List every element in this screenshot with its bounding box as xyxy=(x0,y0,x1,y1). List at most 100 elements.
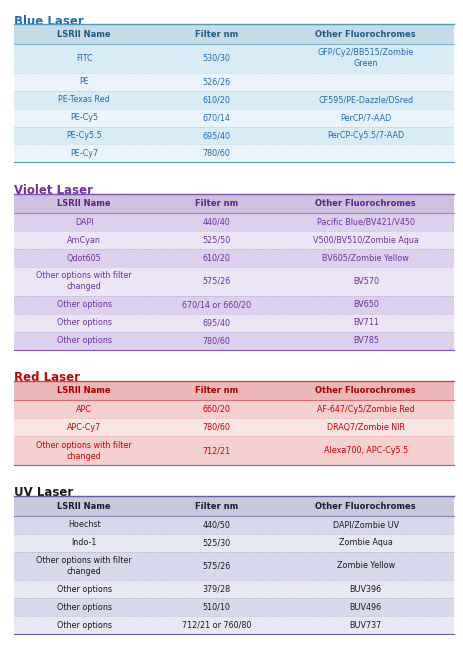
Text: Alexa700, APC-Cy5.5: Alexa700, APC-Cy5.5 xyxy=(324,446,408,455)
Bar xyxy=(14,331,155,350)
Text: 379/28: 379/28 xyxy=(202,584,230,594)
Text: 440/50: 440/50 xyxy=(202,520,230,529)
Bar xyxy=(155,296,278,313)
Bar xyxy=(278,72,454,91)
Text: DAPI: DAPI xyxy=(75,217,94,227)
Text: 670/14: 670/14 xyxy=(202,113,230,122)
Bar xyxy=(14,267,155,296)
Bar xyxy=(278,313,454,331)
Text: 695/40: 695/40 xyxy=(202,318,230,327)
Bar xyxy=(278,599,454,616)
Bar xyxy=(155,213,278,231)
Bar xyxy=(14,91,155,109)
Text: BUV737: BUV737 xyxy=(350,621,382,629)
Bar xyxy=(155,381,278,401)
Text: CF595/PE-Dazzle/DSred: CF595/PE-Dazzle/DSred xyxy=(318,95,413,104)
Bar xyxy=(14,401,155,418)
Text: V500/BV510/Zombie Aqua: V500/BV510/Zombie Aqua xyxy=(313,236,419,245)
Text: 525/50: 525/50 xyxy=(202,236,231,245)
Text: 780/60: 780/60 xyxy=(202,149,230,158)
Bar xyxy=(278,44,454,72)
Bar xyxy=(14,497,155,516)
Text: 575/26: 575/26 xyxy=(202,562,231,570)
Text: Other options: Other options xyxy=(57,336,112,345)
Bar xyxy=(155,267,278,296)
Bar xyxy=(278,109,454,127)
Text: BUV496: BUV496 xyxy=(350,603,382,612)
Text: BV605/Zombie Yellow: BV605/Zombie Yellow xyxy=(322,254,409,262)
Bar xyxy=(14,418,155,436)
Bar xyxy=(278,381,454,401)
Text: Filter nm: Filter nm xyxy=(194,199,238,208)
Bar xyxy=(278,616,454,634)
Bar xyxy=(14,580,155,599)
Text: Hoechst: Hoechst xyxy=(68,520,100,529)
Bar xyxy=(155,44,278,72)
Text: 525/30: 525/30 xyxy=(202,538,230,547)
Text: Filter nm: Filter nm xyxy=(194,502,238,511)
Bar xyxy=(155,194,278,213)
Bar xyxy=(155,109,278,127)
Bar xyxy=(155,331,278,350)
Bar xyxy=(278,296,454,313)
Bar xyxy=(278,127,454,144)
Text: AF-647/Cy5/Zombie Red: AF-647/Cy5/Zombie Red xyxy=(317,405,414,414)
Text: LSRII Name: LSRII Name xyxy=(57,30,111,39)
Text: UV Laser: UV Laser xyxy=(14,486,73,499)
Text: Other Fluorochromes: Other Fluorochromes xyxy=(315,199,416,208)
Text: Other options: Other options xyxy=(57,318,112,327)
Bar xyxy=(14,231,155,249)
Text: 610/20: 610/20 xyxy=(202,254,230,262)
Text: LSRII Name: LSRII Name xyxy=(57,386,111,395)
Text: BV570: BV570 xyxy=(353,277,379,286)
Text: PerCP/7-AAD: PerCP/7-AAD xyxy=(340,113,391,122)
Bar xyxy=(14,381,155,401)
Bar xyxy=(155,533,278,552)
Text: 440/40: 440/40 xyxy=(202,217,230,227)
Text: PE-Texas Red: PE-Texas Red xyxy=(58,95,110,104)
Text: Other options: Other options xyxy=(57,300,112,309)
Bar xyxy=(278,267,454,296)
Bar xyxy=(155,72,278,91)
Bar xyxy=(155,313,278,331)
Bar xyxy=(155,249,278,267)
Bar xyxy=(14,296,155,313)
Bar xyxy=(14,109,155,127)
Text: APC: APC xyxy=(76,405,92,414)
Text: BV650: BV650 xyxy=(353,300,379,309)
Bar xyxy=(155,127,278,144)
Bar xyxy=(278,249,454,267)
Text: Filter nm: Filter nm xyxy=(194,386,238,395)
Bar xyxy=(14,144,155,162)
Bar xyxy=(14,194,155,213)
Bar xyxy=(278,516,454,533)
Bar xyxy=(14,436,155,465)
Text: PE-Cy5.5: PE-Cy5.5 xyxy=(66,131,102,140)
Text: Filter nm: Filter nm xyxy=(194,30,238,39)
Bar xyxy=(155,418,278,436)
Bar xyxy=(155,436,278,465)
Text: Other Fluorochromes: Other Fluorochromes xyxy=(315,386,416,395)
Text: AmCyan: AmCyan xyxy=(67,236,101,245)
Bar xyxy=(14,552,155,580)
Bar xyxy=(14,72,155,91)
Text: 695/40: 695/40 xyxy=(202,131,230,140)
Text: Other options: Other options xyxy=(57,621,112,629)
Bar xyxy=(14,599,155,616)
Text: PerCP-Cy5.5/7-AAD: PerCP-Cy5.5/7-AAD xyxy=(327,131,404,140)
Text: BV711: BV711 xyxy=(353,318,379,327)
Bar xyxy=(155,144,278,162)
Text: 575/26: 575/26 xyxy=(202,277,231,286)
Bar xyxy=(14,44,155,72)
Text: Other Fluorochromes: Other Fluorochromes xyxy=(315,502,416,511)
Bar xyxy=(278,401,454,418)
Text: Indo-1: Indo-1 xyxy=(72,538,97,547)
Bar xyxy=(278,436,454,465)
Text: FITC: FITC xyxy=(76,54,93,63)
Bar xyxy=(155,516,278,533)
Text: Blue Laser: Blue Laser xyxy=(14,15,84,28)
Bar xyxy=(14,516,155,533)
Bar xyxy=(278,213,454,231)
Text: 510/10: 510/10 xyxy=(202,603,230,612)
Bar xyxy=(14,533,155,552)
